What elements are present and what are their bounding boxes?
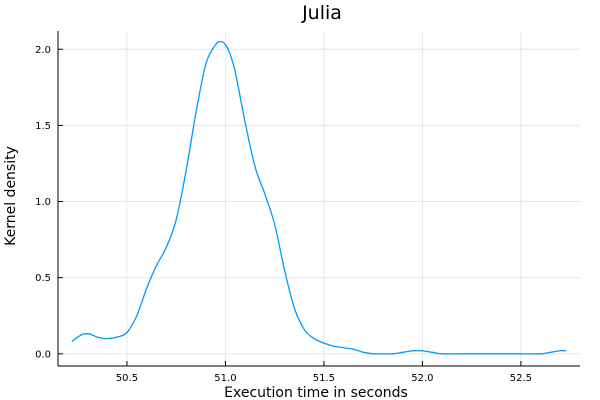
density-series-line (71, 40, 567, 355)
x-axis-label: Execution time in seconds (224, 385, 408, 400)
grid-layer (58, 31, 580, 366)
y-tick-label: 0.0 (35, 349, 51, 360)
x-tick-label: 51.0 (214, 373, 236, 384)
ticks-layer: 50.5 51.0 51.5 52.0 52.5 0.0 0.5 1.0 1.5 2.0 (35, 45, 532, 384)
axes-layer (57, 31, 580, 367)
series-layer (71, 40, 567, 355)
x-tick-label: 52.0 (411, 373, 433, 384)
x-tick-label: 51.5 (313, 373, 335, 384)
y-axis-label: Kernel density (3, 146, 19, 246)
y-tick-label: 1.5 (35, 121, 51, 132)
y-tick-label: 0.5 (35, 273, 51, 284)
y-tick-label: 1.0 (35, 197, 51, 208)
x-tick-label: 50.5 (116, 373, 138, 384)
y-tick-label: 2.0 (35, 45, 51, 56)
x-tick-label: 52.5 (510, 373, 532, 384)
chart-title: Julia (301, 2, 342, 24)
